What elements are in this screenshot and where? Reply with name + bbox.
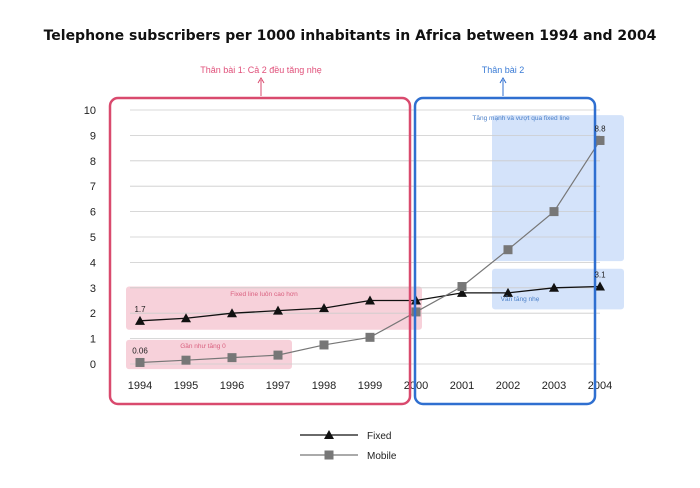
section1-frame — [108, 96, 412, 406]
mobile-legend-marker — [324, 450, 334, 460]
y-tick-label: 10 — [84, 105, 96, 117]
mobile-point — [457, 282, 467, 292]
data-labels: 1.7 0.06 3.1 8.8 — [132, 124, 606, 355]
fixed-point — [227, 308, 237, 318]
legend: Fixed Mobile — [300, 430, 397, 462]
x-tick-label: 2003 — [542, 380, 566, 392]
fixed-point — [549, 282, 559, 292]
data-label: 1.7 — [134, 305, 146, 314]
y-tick-label: 1 — [90, 334, 96, 346]
y-tick-label: 2 — [90, 308, 96, 320]
rise-highlight — [492, 115, 624, 262]
y-tick-label: 4 — [90, 257, 96, 269]
fixed-note: Fixed line luôn cao hơn — [230, 291, 298, 298]
mobile-point — [503, 245, 513, 255]
mobile-highlight — [126, 339, 292, 370]
mobile-point — [549, 207, 559, 217]
grid — [130, 109, 600, 365]
fixed-point — [365, 295, 375, 305]
annotation-notes: Fixed line luôn cao hơn Gần như tăng 0 T… — [180, 115, 570, 350]
fixed-point — [135, 315, 145, 325]
section2-label: Thân bài 2 — [482, 65, 525, 75]
highlight-boxes — [126, 115, 624, 370]
fixed-point — [273, 305, 283, 315]
fixed-point — [503, 287, 513, 297]
data-label: 0.06 — [132, 346, 148, 355]
section1-arrowhead — [257, 77, 265, 84]
section1-label: Thân bài 1: Cả 2 đều tăng nhẹ — [200, 65, 322, 75]
section-frames: Thân bài 1: Cả 2 đều tăng nhẹ Thân bài 2 — [108, 65, 597, 406]
y-axis-ticks: 0 1 2 3 4 5 6 7 8 9 10 — [84, 105, 96, 371]
section2-arrowhead — [499, 77, 507, 84]
x-tick-label: 1998 — [312, 380, 336, 392]
y-tick-label: 5 — [90, 232, 96, 244]
mobile-point — [273, 350, 283, 360]
fixed-rise-note: Vẫn tăng nhẹ — [501, 294, 540, 303]
fixed-point — [595, 281, 605, 291]
fixed-highlight — [126, 286, 422, 330]
x-tick-label: 2004 — [588, 380, 612, 392]
y-tick-label: 0 — [90, 359, 96, 371]
mobile-point — [365, 332, 375, 342]
mobile-point — [181, 355, 191, 365]
mobile-note: Gần như tăng 0 — [180, 341, 226, 350]
mobile-legend-label: Mobile — [367, 451, 397, 462]
fixed-point — [181, 313, 191, 323]
y-tick-label: 3 — [90, 283, 96, 295]
fixed-point — [319, 303, 329, 313]
x-tick-label: 1996 — [220, 380, 244, 392]
series-layer — [135, 135, 605, 367]
fixed-legend-marker — [324, 430, 334, 439]
mobile-point — [595, 135, 605, 145]
fixed-point — [457, 287, 467, 297]
x-axis-ticks: 1994 1995 1996 1997 1998 1999 2000 2001 2002 2003… — [128, 380, 612, 392]
x-tick-label: 1999 — [358, 380, 382, 392]
x-tick-label: 1994 — [128, 380, 152, 392]
chart-title: Telephone subscribers per 1000 inhabitan… — [44, 28, 657, 44]
x-tick-label: 1997 — [266, 380, 290, 392]
x-tick-label: 1995 — [174, 380, 198, 392]
x-tick-label: 2001 — [450, 380, 474, 392]
data-label: 3.1 — [594, 271, 606, 280]
rise-note: Tăng mạnh và vượt qua fixed line — [472, 115, 570, 122]
data-label: 8.8 — [594, 124, 606, 133]
fixed-rise-highlight — [492, 268, 624, 310]
mobile-point — [227, 353, 237, 363]
y-tick-label: 7 — [90, 181, 96, 193]
mobile-point — [135, 357, 145, 367]
mobile-point — [319, 340, 329, 350]
fixed-legend-label: Fixed — [367, 431, 391, 442]
y-tick-label: 8 — [90, 156, 96, 168]
y-tick-label: 6 — [90, 207, 96, 219]
section2-frame — [413, 96, 597, 406]
x-tick-label: 2002 — [496, 380, 520, 392]
y-tick-label: 9 — [90, 130, 96, 142]
